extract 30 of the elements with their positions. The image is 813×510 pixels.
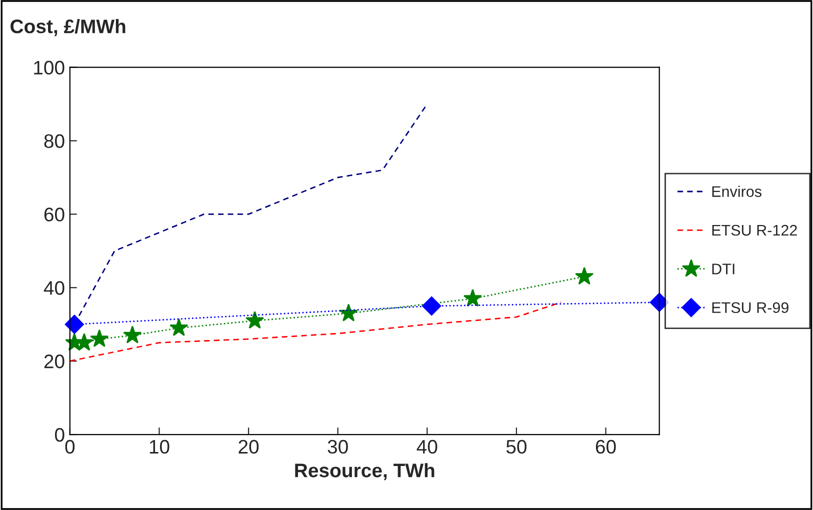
point [64,314,84,334]
y-tick-label: 100 [34,60,64,75]
y-tick-label: 0 [55,428,64,442]
x-axis-title: Resource, TWh [295,463,434,480]
y-tick-label: 80 [44,134,64,148]
legend-label: DTI [712,264,734,274]
point [74,332,94,351]
x-tick-label: 10 [150,440,170,454]
x-tick-label: 20 [238,440,259,454]
legend-label: Enviros [712,186,762,197]
x-tick-label: 30 [328,440,348,454]
y-tick-label: 20 [44,354,64,368]
y-axis-title: Cost, £/MWh [10,18,126,36]
point [170,318,188,336]
point [339,304,358,322]
y-tick-label: 60 [44,208,64,222]
x-tick-label: 40 [416,440,438,454]
point [422,296,442,316]
point [463,288,482,307]
point [575,266,594,285]
legend-label: ETSU R-122 [712,224,797,236]
line-series [69,302,562,362]
x-tick-label: 0 [65,440,75,454]
x-tick-label: 50 [506,440,527,454]
point [90,329,109,348]
y-tick-label: 40 [44,281,64,295]
x-tick-label: 60 [596,440,616,454]
point [123,326,142,344]
legend-label: ETSU R-99 [712,302,788,314]
point [246,310,264,329]
